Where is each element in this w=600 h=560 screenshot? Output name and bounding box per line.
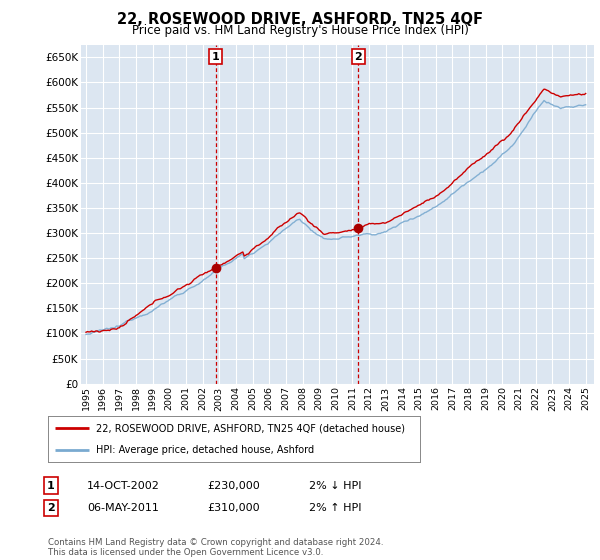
Text: HPI: Average price, detached house, Ashford: HPI: Average price, detached house, Ashf… (97, 445, 314, 455)
Text: 2: 2 (47, 503, 55, 513)
Text: Contains HM Land Registry data © Crown copyright and database right 2024.
This d: Contains HM Land Registry data © Crown c… (48, 538, 383, 557)
Text: 22, ROSEWOOD DRIVE, ASHFORD, TN25 4QF (detached house): 22, ROSEWOOD DRIVE, ASHFORD, TN25 4QF (d… (97, 423, 406, 433)
Text: 22, ROSEWOOD DRIVE, ASHFORD, TN25 4QF: 22, ROSEWOOD DRIVE, ASHFORD, TN25 4QF (117, 12, 483, 27)
Text: 2% ↑ HPI: 2% ↑ HPI (309, 503, 361, 513)
Text: £230,000: £230,000 (207, 480, 260, 491)
Text: 06-MAY-2011: 06-MAY-2011 (87, 503, 159, 513)
Text: 1: 1 (47, 480, 55, 491)
Text: 1: 1 (212, 52, 220, 62)
Text: 2: 2 (355, 52, 362, 62)
Text: £310,000: £310,000 (207, 503, 260, 513)
Text: Price paid vs. HM Land Registry's House Price Index (HPI): Price paid vs. HM Land Registry's House … (131, 24, 469, 37)
Text: 2% ↓ HPI: 2% ↓ HPI (309, 480, 361, 491)
Text: 14-OCT-2002: 14-OCT-2002 (87, 480, 160, 491)
